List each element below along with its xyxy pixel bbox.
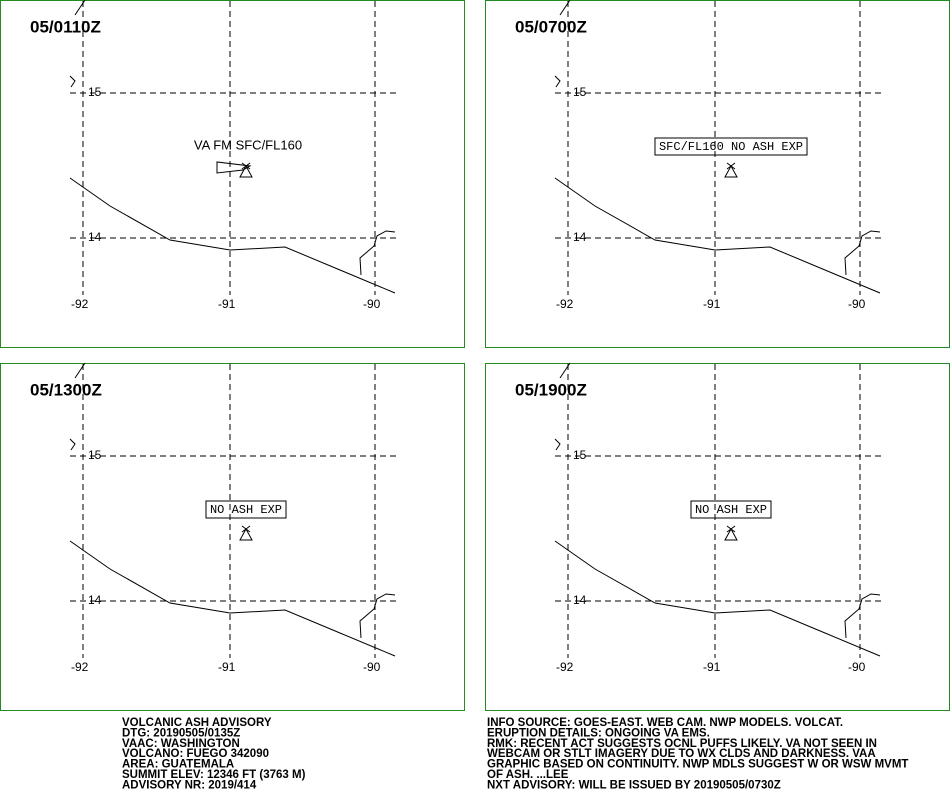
annotation-box [205, 500, 287, 519]
advisory-line: WEBCAM OR STLT IMAGERY DUE TO WX CLDS AN… [487, 748, 876, 760]
lat-label: 14 [88, 230, 102, 244]
advisory-line: VAAC: WASHINGTON [122, 738, 240, 750]
lon-label: -92 [71, 660, 89, 674]
lon-label: -90 [363, 297, 381, 311]
advisory-line: INFO SOURCE: GOES-EAST. WEB CAM. NWP MOD… [487, 717, 843, 729]
advisory-line: ADVISORY NR: 2019/414 [122, 779, 257, 791]
volcano-symbol [239, 525, 253, 541]
lon-label: -91 [703, 660, 721, 674]
panel-frame [485, 363, 950, 711]
lat-label: 15 [573, 85, 587, 99]
valid-time: 05/0700Z [515, 17, 587, 36]
annotation: NO ASH EXP [210, 503, 282, 517]
lon-label: -91 [218, 660, 236, 674]
coastline [69, 540, 396, 657]
lon-label: -91 [703, 297, 721, 311]
lon-label: -91 [218, 297, 236, 311]
lat-label: 15 [88, 448, 102, 462]
border [359, 593, 396, 639]
map-panel: -92 -91 -90 15 14 05/1900Z NO ASH EXP [485, 362, 950, 711]
advisory-line: VOLCANO: FUEGO 342090 [122, 748, 269, 760]
ash-polygon [216, 161, 252, 174]
border [559, 362, 571, 379]
map-panel: -92 -91 -90 15 14 05/1300Z NO ASH EXP [0, 362, 465, 711]
lat-label: 14 [573, 230, 587, 244]
border [69, 75, 76, 88]
advisory-line: NXT ADVISORY: WILL BE ISSUED BY 20190505… [487, 779, 781, 791]
advisory-line: VOLCANIC ASH ADVISORY [122, 717, 272, 729]
advisory-line: SUMMIT ELEV: 12346 FT (3763 M) [122, 769, 306, 781]
border [554, 75, 561, 88]
border [69, 438, 76, 451]
border [359, 230, 396, 276]
lon-label: -90 [363, 660, 381, 674]
volcano-symbol [724, 525, 738, 541]
advisory-line: OF ASH. ...LEE [487, 769, 569, 781]
lon-label: -92 [71, 297, 89, 311]
panel-frame [0, 0, 465, 348]
advisory-line: AREA: GUATEMALA [122, 759, 234, 771]
lat-label: 14 [573, 593, 587, 607]
valid-time: 05/1300Z [30, 380, 102, 399]
border [74, 362, 86, 379]
advisory-line: DTG: 20190505/0135Z [122, 727, 240, 739]
border [554, 438, 561, 451]
annotation: VA FM SFC/FL160 [194, 137, 302, 152]
coastline [554, 177, 881, 294]
lat-label: 15 [88, 85, 102, 99]
coastline [69, 177, 396, 294]
lat-label: 14 [88, 593, 102, 607]
annotation: NO ASH EXP [695, 503, 767, 517]
border [844, 593, 881, 639]
valid-time: 05/1900Z [515, 380, 587, 399]
lon-label: -90 [848, 660, 866, 674]
border [74, 0, 86, 16]
lon-label: -92 [556, 660, 574, 674]
advisory-line: ERUPTION DETAILS: ONGOING VA EMS. [487, 727, 710, 739]
border [559, 0, 571, 16]
coastline [554, 540, 881, 657]
panel-frame [0, 363, 465, 711]
map-panel: -92 -91 -90 15 14 05/0110Z VA FM SFC/FL160 [0, 0, 465, 348]
panel-frame [485, 0, 950, 348]
advisory-line: GRAPHIC BASED ON CONTINUITY. NWP MDLS SU… [487, 759, 908, 771]
map-panel: -92 -91 -90 15 14 05/0700Z SFC/FL160 NO ASH EX… [485, 0, 950, 348]
advisory-line: RMK: RECENT ACT SUGGESTS OCNL PUFFS LIKE… [487, 738, 877, 750]
annotation-box [654, 137, 808, 156]
annotation: SFC/FL160 NO ASH EXP [659, 140, 803, 154]
lon-label: -90 [848, 297, 866, 311]
valid-time: 05/0110Z [30, 17, 101, 36]
border [844, 230, 881, 276]
volcano-symbol [724, 162, 738, 178]
annotation-box [690, 500, 772, 519]
lat-label: 15 [573, 448, 587, 462]
lon-label: -92 [556, 297, 574, 311]
